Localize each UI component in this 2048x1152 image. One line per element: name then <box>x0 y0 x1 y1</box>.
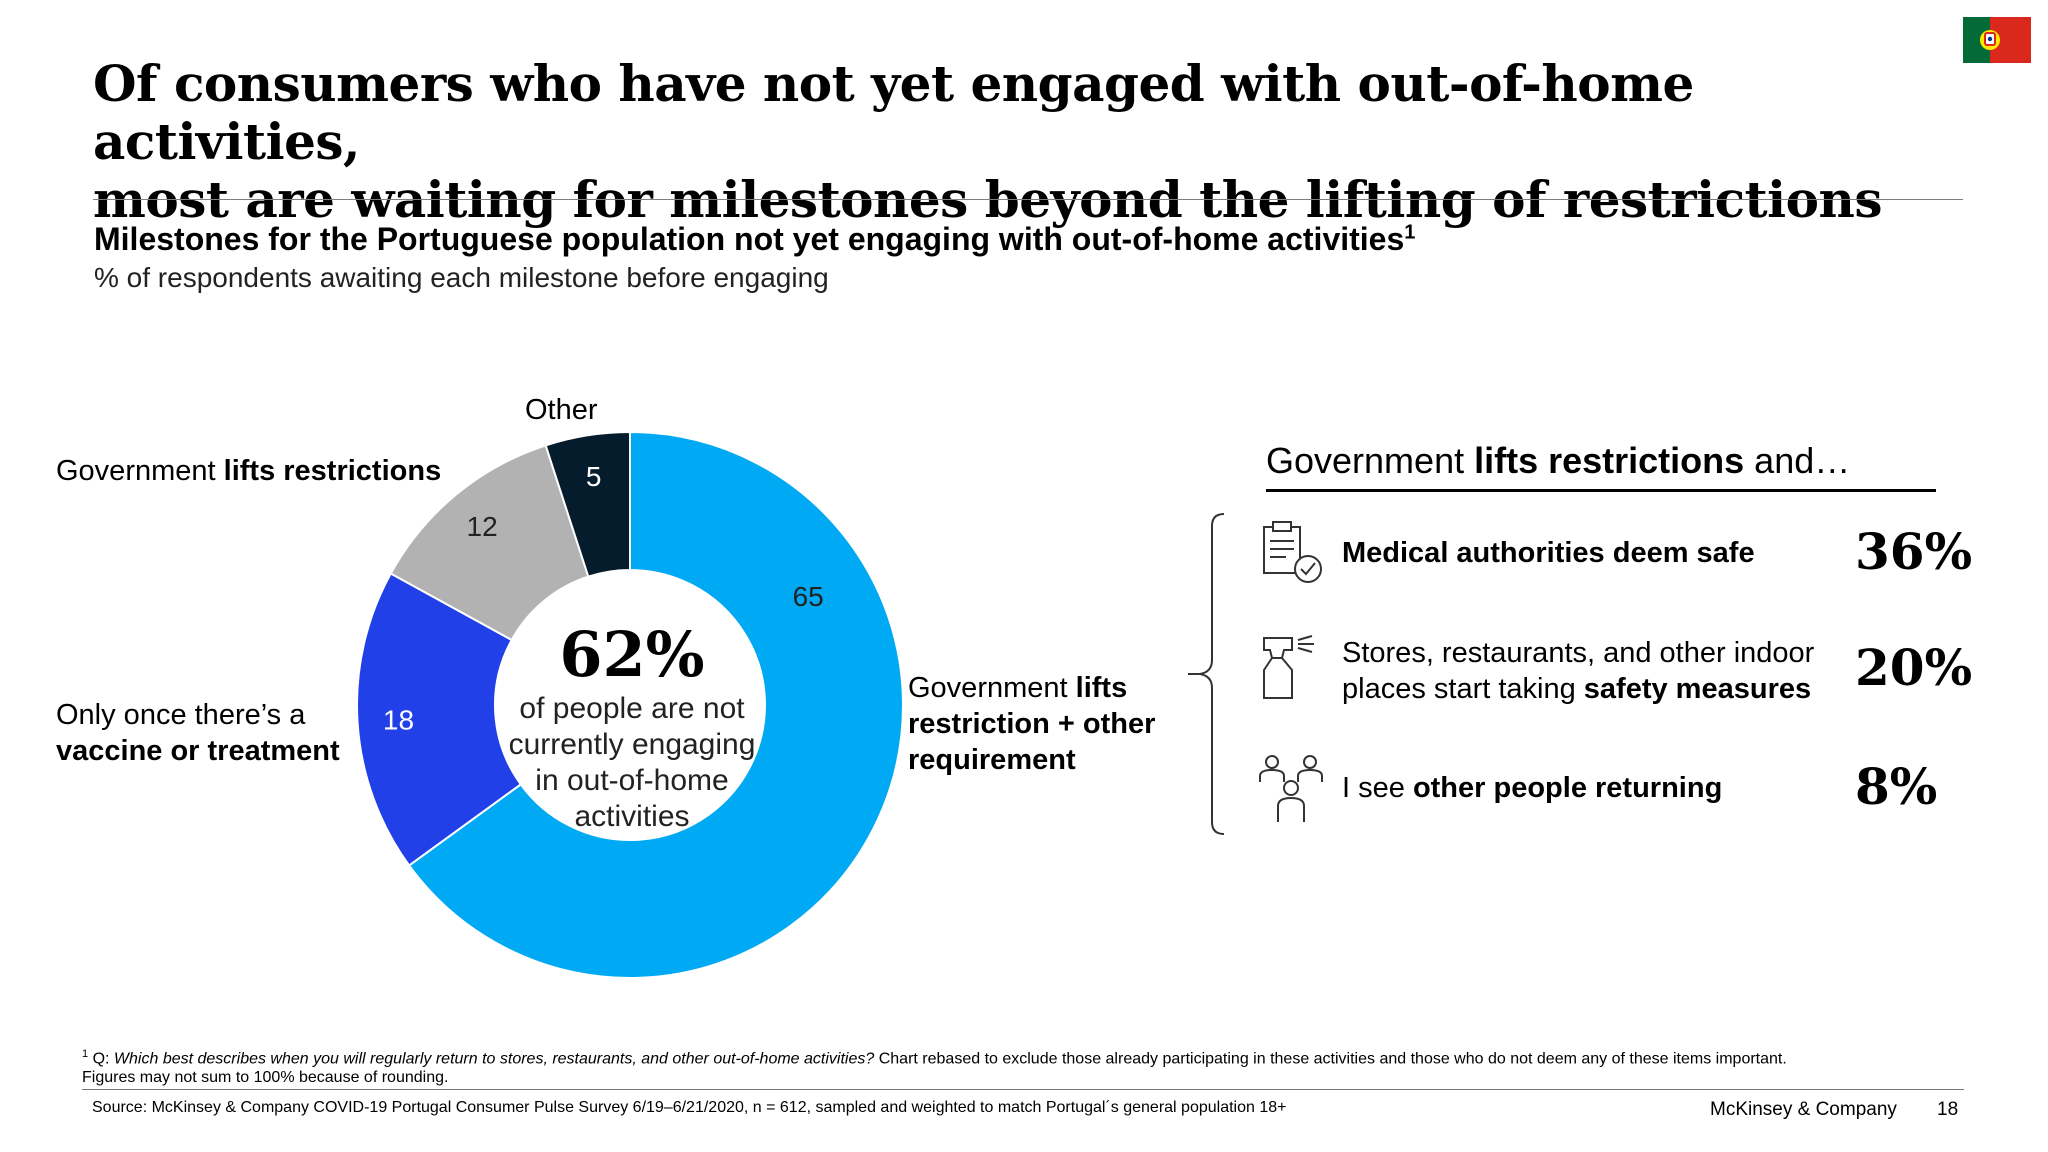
donut-slice <box>407 430 904 979</box>
milestone-medical-text: Medical authorities deem safe <box>1342 537 1755 569</box>
milestone-safety-line2-normal: places start taking <box>1342 673 1584 705</box>
page-number: 18 <box>1937 1099 1959 1120</box>
milestone-people-returning: I see other people returning <box>1342 770 1722 806</box>
milestone-safety-line2-bold: safety measures <box>1583 673 1812 705</box>
footnote-rest: Chart rebased to exclude those already p… <box>874 1050 1787 1068</box>
footnote: 1 Q: Which best describes when you will … <box>82 1045 1982 1087</box>
label-other: Other <box>525 394 598 426</box>
label-plus-l1-bold: lifts <box>1075 672 1128 704</box>
pct-people-returning: 8% <box>1855 757 1938 816</box>
brand-name: McKinsey & Company <box>1710 1099 1897 1120</box>
center-text-line: activities <box>574 800 690 833</box>
label-vac-line1: Only once there’s a <box>56 699 306 731</box>
label-gov-bold: lifts restrictions <box>223 455 442 487</box>
chart-units: % of respondents awaiting each milestone… <box>94 262 829 293</box>
label-plus-l2: restriction + other <box>908 708 1156 740</box>
milestone-safety-line1: Stores, restaurants, and other indoor <box>1342 637 1815 669</box>
chart-subtitle: Milestones for the Portuguese population… <box>94 221 1415 258</box>
milestone-people-normal: I see <box>1342 772 1413 804</box>
footnote-line2: Figures may not sum to 100% because of r… <box>82 1069 449 1087</box>
donut-slice <box>544 430 631 578</box>
label-plus-l1-normal: Government <box>908 672 1076 704</box>
donut-value-label: 12 <box>467 511 498 542</box>
heading-tail: and… <box>1744 440 1851 481</box>
title-line-1: Of consumers who have not yet engaged wi… <box>93 54 1694 171</box>
center-text-line: currently engaging <box>508 728 756 761</box>
footnote-marker: 1 <box>82 1048 89 1060</box>
people-group-icon <box>1259 755 1323 822</box>
milestone-safety-measures: Stores, restaurants, and other indoor pl… <box>1342 635 1814 707</box>
donut-chart: 65 18 12 5 <box>356 430 904 979</box>
label-government-lifts-restrictions: Government lifts restrictions <box>56 453 441 489</box>
title-divider <box>93 199 1963 200</box>
footnote-question: Which best describes when you will regul… <box>113 1050 875 1068</box>
heading-bold: lifts restrictions <box>1474 440 1745 481</box>
clipboard-check-icon <box>1263 521 1322 583</box>
footer-divider <box>82 1089 1964 1090</box>
donut-value-label: 18 <box>383 705 414 736</box>
donut-value-label: 5 <box>586 461 602 492</box>
donut-slice <box>356 572 523 867</box>
right-panel-heading: Government lifts restrictions and… <box>1266 440 1850 482</box>
portugal-flag-icon <box>1963 17 2031 63</box>
chart-subtitle-text: Milestones for the Portuguese population… <box>94 221 1405 257</box>
label-gov-normal: Government <box>56 455 224 487</box>
donut-center-value: 62% <box>559 618 705 691</box>
label-restriction-plus-requirement: Government lifts restriction + other req… <box>908 670 1155 778</box>
center-text-line: of people are not <box>519 692 745 725</box>
milestone-medical: Medical authorities deem safe <box>1342 535 1755 571</box>
donut-value-label: 65 <box>793 581 824 612</box>
pct-safety-measures: 20% <box>1855 638 1973 697</box>
center-text-line: in out-of-home <box>535 764 729 797</box>
pct-medical: 36% <box>1855 522 1973 581</box>
spray-bottle-icon <box>1263 635 1314 699</box>
footnote-q-label: Q: <box>92 1050 114 1068</box>
subtitle-footnote-ref: 1 <box>1404 221 1416 244</box>
curly-brace <box>1188 513 1225 835</box>
heading-normal: Government <box>1266 440 1475 481</box>
label-vaccine-or-treatment: Only once there’s a vaccine or treatment <box>56 697 340 769</box>
milestone-people-bold: other people returning <box>1412 772 1723 804</box>
donut-slices <box>356 430 904 979</box>
donut-value-labels: 65 18 12 5 <box>383 461 824 736</box>
right-panel-divider <box>1266 489 1936 492</box>
page-title: Of consumers who have not yet engaged wi… <box>93 55 1973 229</box>
donut-center-text: of people are not currently engaging in … <box>493 691 771 835</box>
source-note: Source: McKinsey & Company COVID-19 Port… <box>92 1099 1287 1116</box>
label-plus-l3: requirement <box>908 744 1076 776</box>
label-vac-line2: vaccine or treatment <box>56 735 340 767</box>
